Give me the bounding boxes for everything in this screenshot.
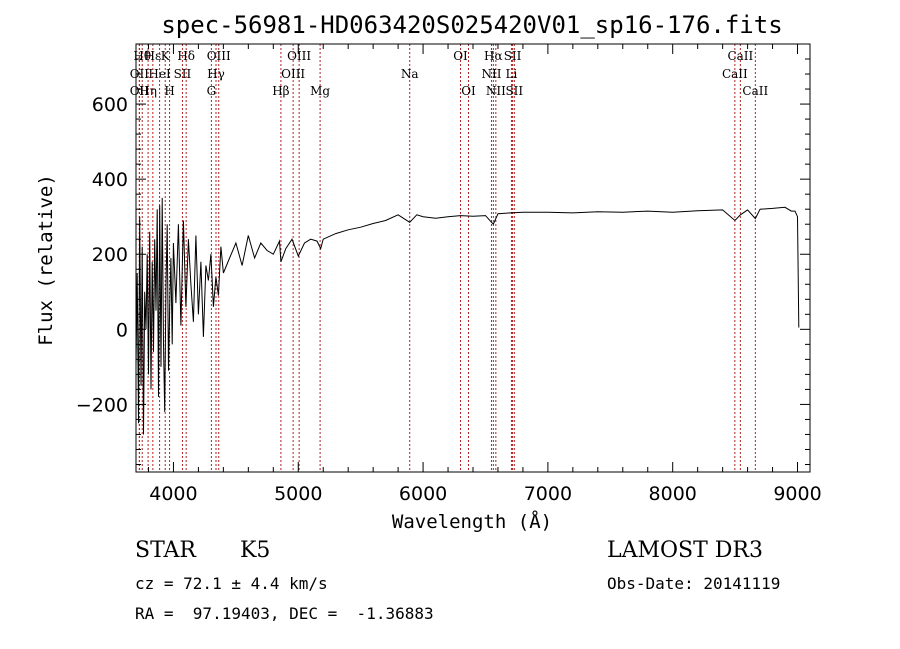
- y-axis-ticks: −200 0 200 400 600: [76, 58, 810, 465]
- emission-line-labels: OIIOIIHθHηHεHeIKHSIIHδGHγOIIIHβOIIIOIIIM…: [130, 49, 769, 98]
- line-label-15: OIII: [287, 49, 311, 63]
- line-label-3: Hη: [139, 84, 157, 98]
- line-label-24: SII: [504, 49, 522, 63]
- y-tick-label-200: 200: [92, 244, 128, 266]
- plot-frame: [135, 43, 811, 473]
- line-label-26: CaII: [722, 67, 748, 81]
- spectrum-line: [135, 197, 800, 435]
- line-label-7: H: [164, 84, 174, 98]
- line-label-28: CaII: [742, 84, 768, 98]
- observation-date: Obs-Date: 20141119: [607, 574, 781, 593]
- line-label-25: SII: [505, 84, 523, 98]
- line-label-9: Hδ: [177, 49, 195, 63]
- y-tick-label--200: −200: [76, 394, 128, 416]
- line-label-12: OIII: [207, 49, 231, 63]
- x-tick-label-7000: 7000: [524, 483, 572, 505]
- line-label-1: OII: [130, 84, 150, 98]
- y-tick-label-400: 400: [92, 169, 128, 191]
- object-class: STAR: [135, 538, 196, 563]
- spectral-subclass: K5: [240, 538, 271, 563]
- line-label-20: NII: [481, 67, 501, 81]
- sky-coordinates: RA = 97.19403, DEC = -1.36883: [135, 604, 434, 623]
- x-axis-ticks: 4000 5000 6000 7000 8000 9000: [147, 44, 822, 505]
- x-tick-label-6000: 6000: [399, 483, 447, 505]
- y-tick-label-0: 0: [116, 319, 128, 341]
- line-label-16: Mg: [310, 84, 330, 98]
- line-label-13: Hβ: [272, 84, 289, 98]
- line-label-17: Na: [401, 67, 419, 81]
- chart-title: spec-56981-HD063420S025420V01_sp16-176.f…: [161, 11, 782, 39]
- line-label-22: NII: [486, 84, 506, 98]
- line-label-8: SII: [174, 67, 192, 81]
- x-tick-label-8000: 8000: [649, 483, 697, 505]
- line-label-4: Hε: [145, 49, 162, 63]
- redshift-velocity: cz = 72.1 ± 4.4 km/s: [135, 574, 328, 593]
- line-label-27: CaII: [727, 49, 753, 63]
- line-label-10: G: [207, 84, 217, 98]
- y-axis-label: Flux (relative): [35, 174, 57, 346]
- line-label-19: OI: [461, 84, 476, 98]
- x-tick-label-9000: 9000: [773, 483, 821, 505]
- line-label-14: OIII: [281, 67, 305, 81]
- line-label-11: Hγ: [207, 67, 225, 81]
- x-axis-label: Wavelength (Å): [392, 510, 552, 533]
- line-label-21: Hα: [484, 49, 503, 63]
- x-tick-label-5000: 5000: [274, 483, 322, 505]
- y-tick-label-600: 600: [92, 94, 128, 116]
- emission-line-markers: [138, 44, 756, 472]
- x-tick-label-4000: 4000: [149, 483, 197, 505]
- line-label-18: OI: [453, 49, 468, 63]
- survey-name: LAMOST DR3: [607, 538, 763, 563]
- line-label-6: K: [161, 49, 171, 63]
- line-label-23: Li: [506, 67, 518, 81]
- line-label-5: HeI: [148, 67, 171, 81]
